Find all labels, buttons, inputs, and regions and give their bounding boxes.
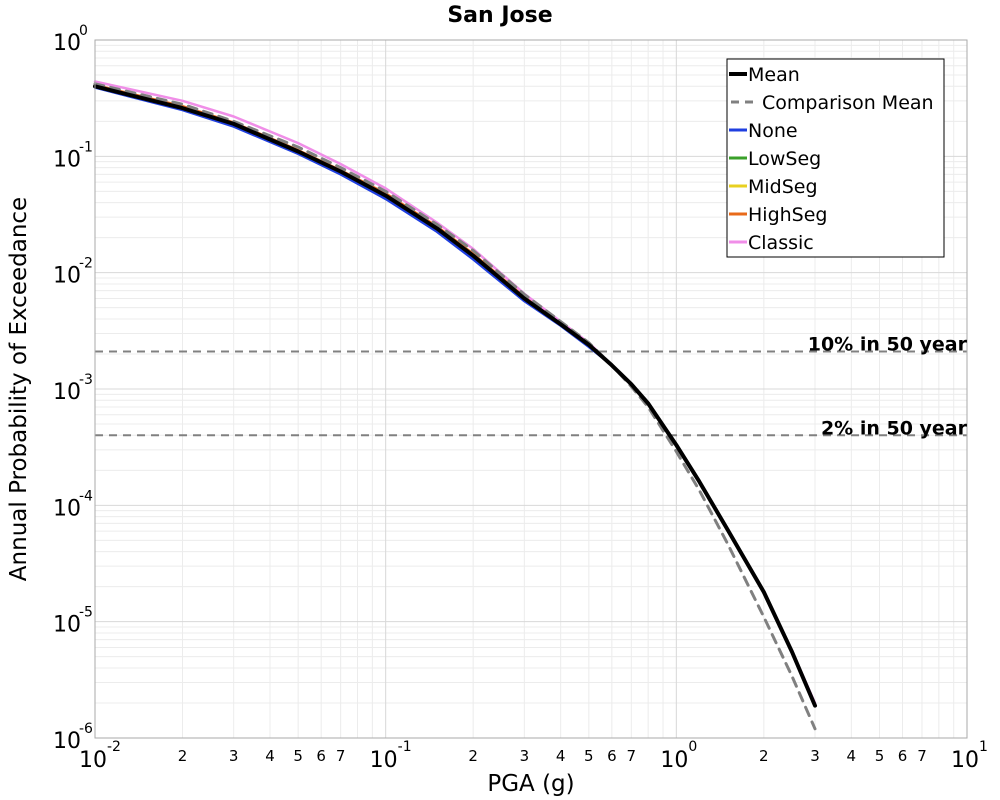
legend-box bbox=[726, 58, 945, 258]
x-tick-exponent: 0 bbox=[688, 739, 697, 755]
y-tick-base: 10 bbox=[53, 31, 81, 56]
x-tick-base: 10 bbox=[370, 748, 398, 773]
x-minor-tick-label: 3 bbox=[810, 747, 820, 765]
x-minor-tick-label: 7 bbox=[336, 747, 346, 765]
legend-label: Mean bbox=[748, 64, 800, 86]
reference-line-label: 10% in 50 year bbox=[808, 334, 968, 356]
x-axis-label: PGA (g) bbox=[487, 771, 574, 797]
x-minor-tick-label: 5 bbox=[875, 747, 885, 765]
y-tick-exponent: -1 bbox=[79, 139, 93, 155]
x-minor-tick-label: 6 bbox=[898, 747, 908, 765]
legend-item: LowSeg bbox=[729, 148, 821, 170]
x-minor-tick-label: 6 bbox=[607, 747, 617, 765]
x-tick-exponent: 1 bbox=[979, 739, 988, 755]
x-tick-exponent: -1 bbox=[398, 739, 412, 755]
y-tick-exponent: -4 bbox=[79, 488, 93, 504]
plot-frame bbox=[94, 39, 968, 739]
x-tick-label: 100 bbox=[660, 739, 697, 773]
legend-item: HighSeg bbox=[729, 204, 827, 226]
legend-item: None bbox=[729, 120, 798, 142]
y-tick-label: 10-5 bbox=[53, 605, 93, 638]
reference-lines bbox=[95, 350, 967, 437]
x-minor-tick-label: 5 bbox=[584, 747, 594, 765]
series-line-mean bbox=[93, 84, 817, 708]
legend-label: HighSeg bbox=[748, 204, 827, 226]
legend-item: Classic bbox=[729, 232, 814, 254]
y-tick-base: 10 bbox=[53, 380, 81, 405]
x-minor-tick-label: 4 bbox=[265, 747, 275, 765]
legend-label: Comparison Mean bbox=[762, 92, 934, 114]
legend-item: Mean bbox=[729, 64, 800, 86]
x-tick-exponent: -2 bbox=[107, 739, 121, 755]
legend-label: LowSeg bbox=[748, 148, 821, 170]
y-tick-base: 10 bbox=[53, 147, 81, 172]
y-tick-exponent: 0 bbox=[79, 23, 88, 39]
y-tick-exponent: -2 bbox=[79, 256, 93, 272]
y-tick-base: 10 bbox=[53, 496, 81, 521]
chart-title: San Jose bbox=[447, 3, 552, 28]
x-minor-tick-label: 7 bbox=[627, 747, 637, 765]
y-tick-base: 10 bbox=[53, 264, 81, 289]
x-minor-tick-label: 2 bbox=[178, 747, 188, 765]
y-tick-exponent: -5 bbox=[79, 605, 93, 621]
legend-label: MidSeg bbox=[748, 176, 818, 198]
y-tick-base: 10 bbox=[53, 729, 81, 754]
x-minor-tick-label: 2 bbox=[468, 747, 478, 765]
x-minor-tick-label: 3 bbox=[520, 747, 530, 765]
x-minor-tick-label: 4 bbox=[847, 747, 857, 765]
x-tick-base: 10 bbox=[951, 748, 979, 773]
series-layer bbox=[93, 80, 817, 731]
y-tick-exponent: -3 bbox=[79, 372, 93, 388]
y-axis-label: Annual Probability of Exceedance bbox=[6, 197, 32, 581]
x-minor-tick-label: 2 bbox=[759, 747, 769, 765]
legend-item: Comparison Mean bbox=[731, 92, 934, 114]
y-tick-label: 10-3 bbox=[53, 372, 93, 405]
x-minor-tick-label: 6 bbox=[316, 747, 326, 765]
x-minor-tick-label: 4 bbox=[556, 747, 566, 765]
legend-label: Classic bbox=[748, 232, 814, 254]
y-tick-base: 10 bbox=[53, 613, 81, 638]
reference-line-label: 2% in 50 year bbox=[821, 417, 968, 439]
y-tick-label: 10-4 bbox=[53, 488, 93, 521]
x-minor-tick-label: 7 bbox=[917, 747, 927, 765]
legend: Mean Comparison Mean None LowSeg MidSeg HighS… bbox=[726, 58, 945, 258]
x-tick-base: 10 bbox=[660, 748, 688, 773]
y-tick-label: 10-6 bbox=[53, 721, 93, 754]
x-tick-label: 101 bbox=[951, 739, 988, 773]
legend-items: Mean Comparison Mean None LowSeg MidSeg HighS… bbox=[729, 64, 934, 254]
x-tick-label: 10-2 bbox=[79, 739, 121, 773]
legend-label: None bbox=[748, 120, 798, 142]
x-minor-tick-label: 5 bbox=[293, 747, 303, 765]
legend-item: MidSeg bbox=[729, 176, 818, 198]
x-minor-tick-label: 3 bbox=[229, 747, 239, 765]
y-tick-label: 10-1 bbox=[53, 139, 93, 172]
x-tick-base: 10 bbox=[79, 748, 107, 773]
reference-labels: 10% in 50 year 2% in 50 year bbox=[808, 334, 968, 440]
y-tick-label: 100 bbox=[53, 23, 88, 56]
y-tick-label: 10-2 bbox=[53, 256, 93, 289]
y-tick-exponent: -6 bbox=[79, 721, 93, 737]
x-tick-label: 10-1 bbox=[370, 739, 412, 773]
